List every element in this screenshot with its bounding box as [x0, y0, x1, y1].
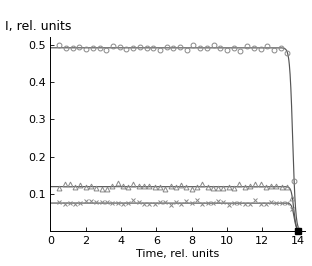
- Text: I, rel. units: I, rel. units: [5, 20, 71, 34]
- X-axis label: Time, rel. units: Time, rel. units: [136, 249, 219, 259]
